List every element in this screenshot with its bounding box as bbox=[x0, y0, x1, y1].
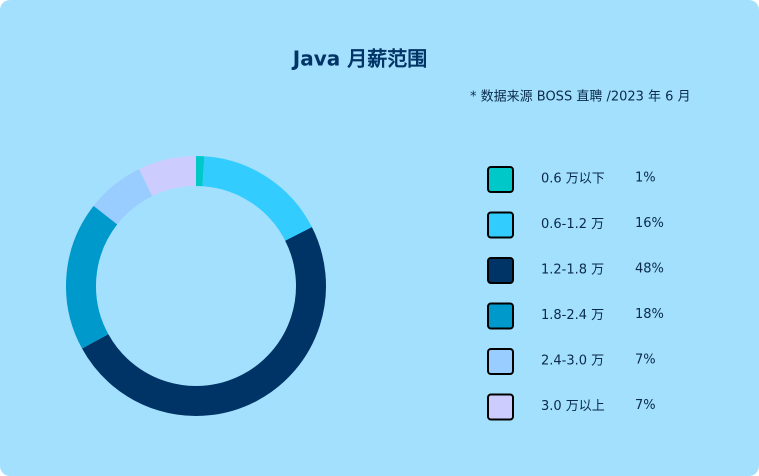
legend-swatch bbox=[487, 257, 514, 284]
donut-segment bbox=[93, 169, 153, 225]
legend-swatch bbox=[487, 211, 514, 239]
donut-segment bbox=[202, 156, 312, 242]
legend-value: 48% bbox=[635, 262, 664, 277]
legend-label: 3.0 万以上 bbox=[541, 399, 605, 414]
legend-value: 1% bbox=[635, 171, 656, 186]
donut-segment bbox=[82, 227, 326, 416]
legend-swatch bbox=[487, 166, 514, 193]
legend-label: 0.6 万以下 bbox=[541, 172, 605, 187]
legend-value: 7% bbox=[635, 398, 656, 413]
chart-title: Java 月薪范围 bbox=[291, 47, 427, 71]
legend-label: 0.6-1.2 万 bbox=[541, 217, 604, 232]
legend-label: 2.4-3.0 万 bbox=[541, 354, 604, 369]
legend-label: 1.2-1.8 万 bbox=[541, 263, 604, 278]
legend-value: 16% bbox=[635, 216, 664, 231]
legend-swatch bbox=[487, 348, 514, 375]
donut-segment bbox=[66, 205, 118, 349]
legend-value: 7% bbox=[635, 353, 656, 368]
legend-label: 1.8-2.4 万 bbox=[541, 308, 604, 323]
donut-segment bbox=[139, 156, 197, 197]
legend-swatch bbox=[487, 302, 514, 330]
legend-swatch bbox=[487, 393, 514, 421]
chart-subtitle: * 数据来源 BOSS 直聘 /2023 年 6 月 bbox=[470, 90, 691, 105]
legend-value: 18% bbox=[635, 307, 664, 322]
